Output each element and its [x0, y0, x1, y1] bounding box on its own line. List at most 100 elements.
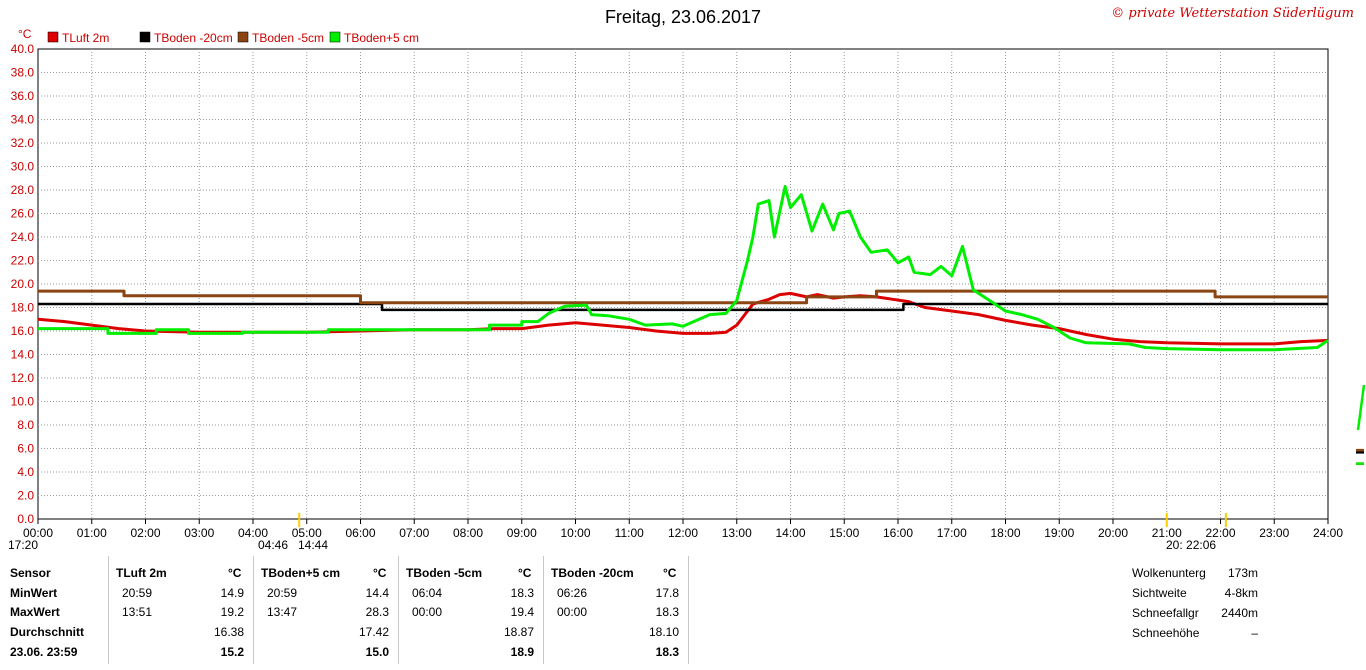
x-tick-label: 00:00	[23, 526, 53, 540]
y-tick-label: 6.0	[17, 442, 34, 456]
x-tick-label: 22:00	[1205, 526, 1235, 540]
x-tick-label: 13:00	[722, 526, 752, 540]
stats-last-value: 15.2	[220, 645, 244, 659]
stats-min-time: 20:59	[267, 586, 298, 600]
side-info-value: 2440m	[1221, 606, 1258, 620]
side-info-label: Schneehöhe	[1132, 626, 1200, 640]
stats-max-time: 13:47	[267, 605, 298, 619]
sun-time-label: 20: 22:06	[1166, 538, 1216, 552]
x-tick-label: 06:00	[345, 526, 375, 540]
chart-extras: 17:20 04:46 14:44 20: 22:06	[8, 384, 1366, 552]
y-tick-label: 26.0	[11, 207, 35, 221]
legend-label: TBoden -20cm	[154, 31, 233, 45]
sun-time-label: 14:44	[298, 538, 328, 552]
y-tick-label: 32.0	[11, 136, 35, 150]
x-tick-label: 18:00	[990, 526, 1020, 540]
stats-divider	[543, 556, 544, 664]
x-tick-label: 20:00	[1098, 526, 1128, 540]
stats-divider	[688, 556, 689, 664]
copyright-text: © private Wetterstation Süderlügum	[1111, 6, 1354, 21]
sun-time-label: 17:20	[8, 538, 38, 552]
y-tick-label: 16.0	[11, 324, 35, 338]
side-info-label: Wolkenunterg	[1132, 566, 1206, 580]
sun-time-label: 04:46	[258, 538, 288, 552]
x-tick-label: 24:00	[1313, 526, 1343, 540]
y-tick-label: 40.0	[11, 42, 35, 56]
side-info-value: 173m	[1227, 566, 1258, 580]
legend-label: TBoden+5 cm	[344, 31, 419, 45]
stats-max-value: 28.3	[365, 605, 389, 619]
stats-header-unit: °C	[518, 566, 532, 580]
x-tick-label: 01:00	[77, 526, 107, 540]
x-tick-label: 17:00	[937, 526, 967, 540]
chart-grid	[37, 48, 1329, 520]
y-tick-label: 24.0	[11, 230, 35, 244]
stats-header-s1: TLuft 2m	[116, 566, 167, 580]
y-tick-label: 2.0	[17, 489, 34, 503]
y-tick-label: 30.0	[11, 160, 35, 174]
x-tick-label: 08:00	[453, 526, 483, 540]
stats-max-time: 13:51	[122, 605, 153, 619]
y-axis-label: °C	[18, 27, 32, 41]
series-line	[38, 185, 1329, 352]
stats-row-max-label: MaxWert	[10, 605, 60, 619]
stats-header-unit: °C	[228, 566, 242, 580]
y-tick-label: 18.0	[11, 301, 35, 315]
legend-label: TBoden -5cm	[252, 31, 324, 45]
x-tick-label: 19:00	[1044, 526, 1074, 540]
x-tick-label: 15:00	[829, 526, 859, 540]
x-tick-label: 21:00	[1152, 526, 1182, 540]
stats-avg-value: 18.87	[503, 625, 534, 639]
y-tick-label: 38.0	[11, 66, 35, 80]
stats-row-last-label: 23.06. 23:59	[10, 645, 78, 659]
stats-min-value: 18.3	[510, 586, 534, 600]
stats-divider	[398, 556, 399, 664]
chart-title: Freitag, 23.06.2017	[604, 7, 762, 27]
stats-avg-value: 18.10	[648, 625, 679, 639]
stats-last-value: 18.9	[510, 645, 534, 659]
side-info-value: –	[1251, 626, 1258, 640]
y-tick-label: 34.0	[11, 113, 35, 127]
chart-series	[37, 185, 1329, 352]
stats-min-time: 06:04	[412, 586, 443, 600]
y-tick-label: 10.0	[11, 395, 35, 409]
x-tick-label: 14:00	[775, 526, 805, 540]
series-line	[38, 289, 1328, 305]
y-tick-label: 14.0	[11, 348, 35, 362]
stats-header-s4: TBoden -20cm	[551, 566, 634, 580]
x-tick-label: 05:00	[292, 526, 322, 540]
side-info-label: Schneefallgr	[1132, 606, 1199, 620]
x-tick-label: 10:00	[560, 526, 590, 540]
y-tick-label: 0.0	[17, 512, 34, 526]
y-tick-label: 8.0	[17, 418, 34, 432]
y-tick-label: 12.0	[11, 371, 35, 385]
y-tick-label: 28.0	[11, 183, 35, 197]
legend-swatch	[237, 31, 249, 43]
side-info-value: 4-8km	[1224, 586, 1258, 600]
stats-header-sensor: Sensor	[10, 566, 51, 580]
stats-header-s2: TBoden+5 cm	[261, 566, 341, 580]
side-info-label: Sichtweite	[1132, 586, 1187, 600]
stats-min-value: 14.4	[365, 586, 389, 600]
stats-min-time: 20:59	[122, 586, 153, 600]
legend-label: TLuft 2m	[62, 31, 109, 45]
legend-swatch	[329, 31, 341, 43]
stats-max-time: 00:00	[557, 605, 588, 619]
y-tick-label: 4.0	[17, 465, 34, 479]
stats-max-value: 19.2	[220, 605, 244, 619]
stats-avg-value: 16.38	[213, 625, 244, 639]
chart-axes: 0.0 2.0 4.0 6.0 8.0 10.0 12.0 14.0 16.0 18.0 20.0 2…	[11, 27, 1344, 540]
stats-divider	[253, 556, 254, 664]
y-tick-label: 22.0	[11, 254, 35, 268]
chart-legend: TLuft 2m TBoden -20cm TBoden -5cm TBoden+5 …	[47, 31, 419, 45]
temperature-chart: 0.0 2.0 4.0 6.0 8.0 10.0 12.0 14.0 16.0 18.0 20.0 2…	[8, 27, 1366, 552]
stats-min-value: 17.8	[655, 586, 679, 600]
x-tick-label: 07:00	[399, 526, 429, 540]
x-tick-label: 16:00	[883, 526, 913, 540]
x-tick-label: 09:00	[507, 526, 537, 540]
stats-last-value: 15.0	[365, 645, 389, 659]
stats-header-unit: °C	[663, 566, 677, 580]
stats-header-s3: TBoden -5cm	[406, 566, 483, 580]
right-trend-marker	[1356, 384, 1366, 431]
legend-swatch	[139, 31, 151, 43]
